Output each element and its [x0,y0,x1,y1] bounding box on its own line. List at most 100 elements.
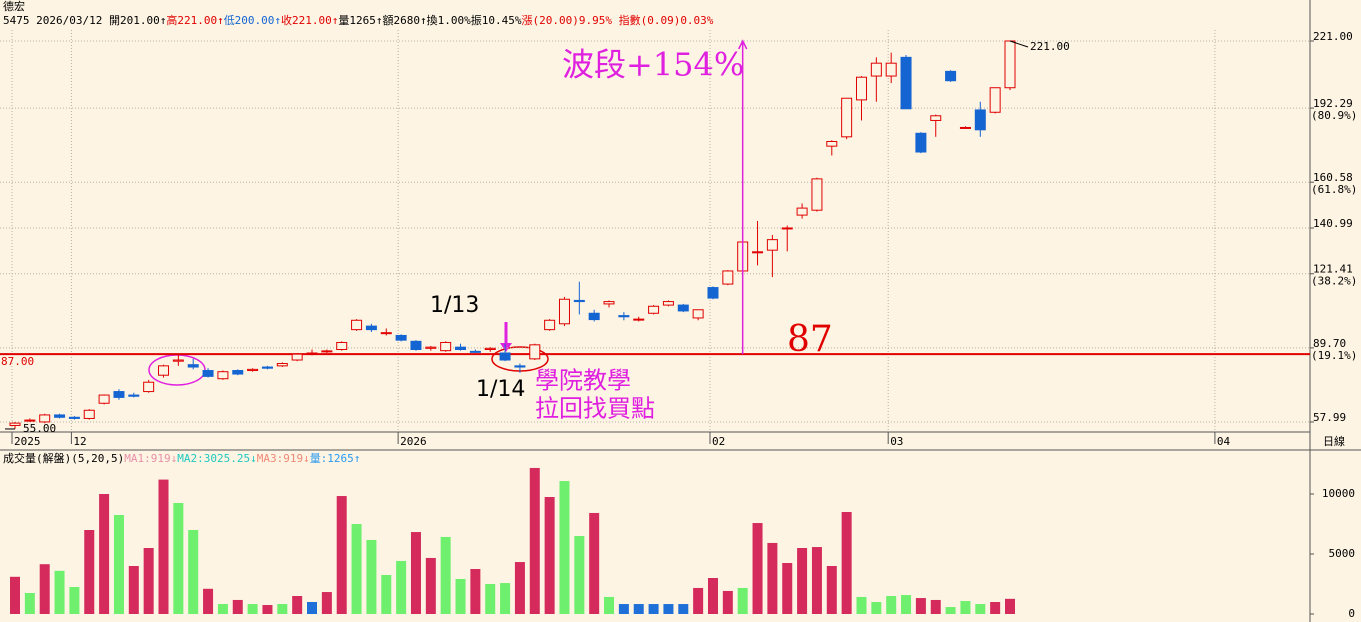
candle-body [1004,40,1016,89]
x-tick-label: 04 [1217,435,1231,448]
volume-bar [10,576,20,614]
volume-bar [39,564,50,614]
y-tick-note: (80.9%) [1311,109,1357,122]
candle-body [321,350,333,353]
x-tick-label: 2026 [400,435,427,448]
volume-bar [990,602,1001,614]
quote-text: 5475 2026/03/12 開201.00↑高221.00↑低200.00↑… [3,13,714,27]
candle-body [113,391,125,398]
candle-body [54,414,66,418]
volume-bar [514,562,525,614]
annotation: 1/13 [430,293,479,318]
quote-segment: 低200.00↑ [224,14,281,27]
volume-bar [1005,598,1015,614]
candle-body [143,381,155,393]
candle-body [618,315,630,318]
volume-bar [901,595,912,614]
x-tick-label: 03 [890,435,903,448]
volume-bar [381,575,392,614]
candle-body [306,352,318,355]
legend-entry: MA1:919↓ [124,452,177,465]
candle-body [68,416,80,419]
volume-bar [856,596,867,614]
volume-bar [143,548,154,614]
candle-body [885,62,897,77]
candle-body [514,365,526,368]
quote-segment: 5475 2026/03/12 開201.00↑ [3,14,166,27]
volume-bar [693,587,704,614]
candle-body [172,359,184,362]
y-tick-label: 89.70 [1313,337,1346,350]
volume-bar [54,570,65,614]
wave-arrowhead [738,39,748,50]
y-tick-note: (38.2%) [1311,275,1357,288]
volume-bar [321,592,332,614]
candle-body [232,370,244,375]
quote-segment: 漲(20.00)9.95% 指數(0.09)0.03% [521,13,713,27]
volume-bar [262,605,273,614]
candle-body [9,422,21,426]
candle-body [692,309,704,319]
y-tick-label: 121.41 [1313,263,1353,276]
candle-body [603,301,615,305]
volume-bar [277,604,288,614]
volume-bar [975,604,986,614]
candle-body [766,239,778,251]
candle-body [276,363,288,367]
volume-bar [366,539,377,614]
y-tick-label: 57.99 [1313,411,1346,424]
y-tick-label: 160.58 [1313,171,1353,184]
volume-bar [410,532,421,614]
legend-entry: 成交量(解盤)(5,20,5) [3,451,124,465]
candle-body [558,298,570,325]
volume-bar [292,596,303,614]
quote-segment: 收221.00↑ [281,13,338,27]
quote-segment: 量1265↑額2680↑換1.00%振10.45% [338,13,521,27]
volume-bar [24,593,35,614]
candle-body [484,347,496,350]
volume-bar [707,578,718,614]
volume-title: 成交量(解盤)(5,20,5)MA1:919↓MA2:3025.25↓MA3:9… [3,451,360,465]
annotation: 波段+154% [562,46,744,84]
candle-body [648,305,660,314]
y-tick-label: 140.99 [1313,217,1353,230]
volume-bar [217,604,228,614]
quote-segment: 高221.00↑ [166,13,223,27]
volume-bar [663,604,674,614]
annotation: 學院教學 [535,367,631,395]
volume-bar [811,547,822,614]
volume-bar [722,590,733,614]
candle-body [945,70,957,82]
volume-bar [915,598,926,614]
candle-body [469,350,481,353]
volume-bar [604,596,615,614]
volume-bar [559,481,570,614]
candle-body [930,115,942,121]
volume-bar [752,523,763,614]
legend-entry: MA3:919↓ [257,452,310,465]
x-tick-label: 2025 [14,435,41,448]
candle-body [573,299,585,303]
x-tick-label: 12 [73,435,86,448]
volume-bar [440,536,451,614]
candle-body [974,109,986,131]
volume-bar [158,479,169,614]
volume-bar [232,599,243,614]
volume-bar [737,587,748,614]
candle-body [662,301,674,306]
volume-bar [351,524,362,614]
candle-body [291,353,303,361]
candle-body [187,364,199,368]
quote-line: 5475 2026/03/12 開201.00↑高221.00↑低200.00↑… [3,13,714,27]
candle-body [781,227,793,230]
candle-body [707,287,719,299]
candle-body [380,332,392,335]
candle-body [900,56,912,110]
candle-body [39,414,51,423]
low-label: 55.00 [23,422,56,435]
volume-bar [945,607,956,614]
volume-bar [425,557,436,614]
volume-bar [99,494,110,614]
volume-bar [589,512,600,614]
